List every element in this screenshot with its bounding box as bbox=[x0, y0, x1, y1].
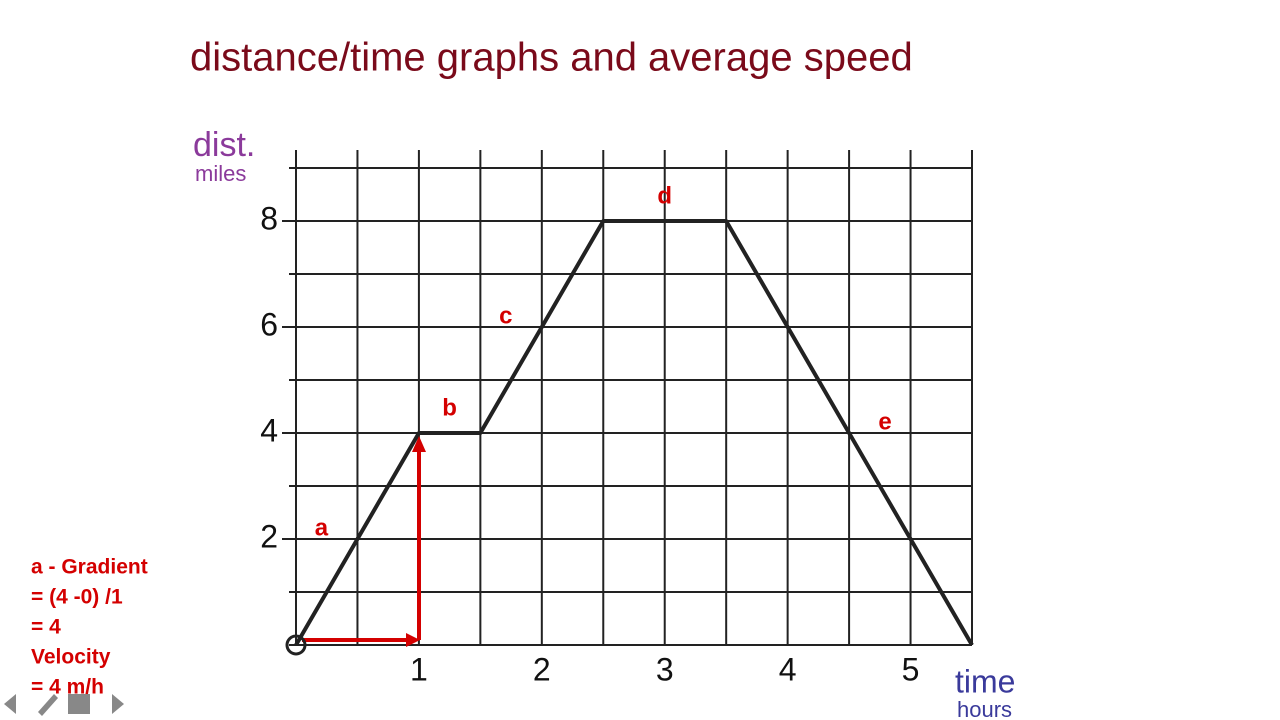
nav-menu[interactable] bbox=[68, 694, 90, 714]
note: a - Gradient = (4 -0) /1 = 4 Velocity = 4 m/… bbox=[31, 556, 148, 699]
x-tick-label: 2 bbox=[533, 651, 551, 687]
grid: 2 4 6 8 1 2 3 4 5 bbox=[260, 150, 973, 687]
y-tick-label: 8 bbox=[260, 200, 278, 236]
x-tick-label: 4 bbox=[779, 651, 797, 687]
note-line: = (4 -0) /1 bbox=[31, 586, 123, 609]
segment-label: a bbox=[315, 514, 329, 541]
segment-label: c bbox=[499, 302, 512, 329]
nav-controls[interactable] bbox=[4, 694, 124, 716]
x-tick-label: 5 bbox=[902, 651, 920, 687]
note-line: = 4 bbox=[31, 616, 61, 639]
note-line: a - Gradient bbox=[31, 556, 148, 579]
x-tick-label: 3 bbox=[656, 651, 674, 687]
arrow-head bbox=[406, 633, 420, 647]
x-tick-label: 1 bbox=[410, 651, 428, 687]
segment-label: d bbox=[657, 182, 672, 209]
arrow-head bbox=[412, 436, 426, 452]
note-line: = 4 m/h bbox=[31, 676, 104, 699]
origin-marker bbox=[285, 634, 307, 656]
y-axis-unit: miles bbox=[195, 161, 246, 186]
note-line: Velocity bbox=[31, 646, 111, 669]
line bbox=[294, 219, 974, 647]
nav-pen[interactable] bbox=[38, 694, 58, 716]
plot: a b c d e bbox=[294, 182, 974, 647]
segment-label: b bbox=[442, 394, 457, 421]
y-tick-label: 4 bbox=[260, 412, 278, 448]
x-axis-label: time bbox=[955, 663, 1015, 699]
x-axis-unit: hours bbox=[957, 697, 1012, 720]
y-axis-label: dist. bbox=[193, 126, 255, 164]
y-tick-label: 2 bbox=[260, 518, 278, 554]
y-tick-label: 6 bbox=[260, 306, 278, 342]
segment-label: e bbox=[878, 408, 891, 435]
nav-forward[interactable] bbox=[112, 694, 124, 714]
chart-title: distance/time graphs and average speed bbox=[190, 36, 913, 80]
nav-back[interactable] bbox=[4, 694, 16, 714]
